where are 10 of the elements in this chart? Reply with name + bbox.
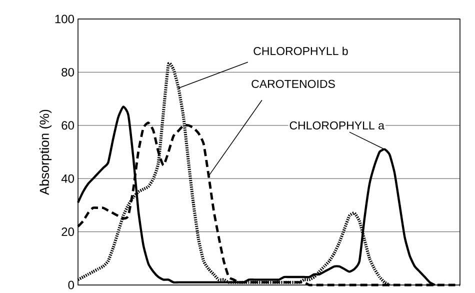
y-tick-label: 80: [62, 68, 74, 77]
series-label: CHLOROPHYLL a: [290, 122, 384, 130]
y-tick-label: 100: [55, 14, 74, 24]
text: CAROTENOIDS: [252, 80, 335, 88]
text: CHLOROPHYLL b: [254, 46, 348, 56]
y-tick-label: 0: [68, 280, 74, 290]
y-tick-label: 60: [62, 121, 74, 130]
y-tick-label: 20: [62, 228, 74, 236]
y-tick-label: 40: [61, 174, 74, 184]
y-axis-title: Absorption (%): [39, 110, 52, 196]
